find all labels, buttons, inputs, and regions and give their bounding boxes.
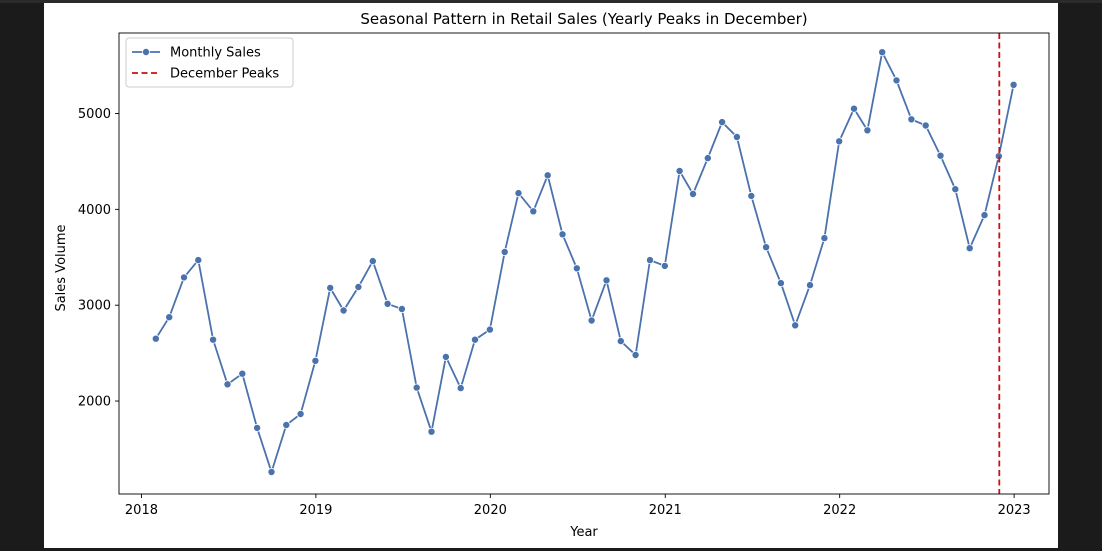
sales-point-2018-02-28	[165, 313, 174, 322]
sales-point-2020-02-29	[514, 189, 523, 198]
sales-point-2022-03-31	[878, 48, 887, 57]
sales-point-2019-11-30	[470, 335, 479, 344]
y-tick-label: 5000	[78, 107, 111, 122]
x-tick-label: 2020	[474, 503, 507, 518]
sales-point-2022-08-31	[951, 185, 960, 194]
sales-point-2018-01-31	[151, 334, 160, 343]
sales-point-2019-01-31	[326, 283, 335, 292]
sales-point-2020-07-31	[587, 316, 596, 325]
sales-point-2018-06-30	[223, 380, 232, 389]
sales-point-2019-07-31	[412, 383, 421, 392]
chart-figure: Seasonal Pattern in Retail Sales (Yearly…	[44, 3, 1058, 548]
sales-point-2019-12-31	[485, 325, 494, 334]
sales-point-2021-08-31	[776, 279, 785, 288]
sales-point-2022-07-31	[936, 151, 945, 160]
plot-area	[151, 33, 1018, 494]
legend-box	[125, 37, 294, 88]
chart-svg: Seasonal Pattern in Retail Sales (Yearly…	[54, 10, 1050, 540]
monthly-sales-line	[155, 49, 1015, 475]
chart-title: Seasonal Pattern in Retail Sales (Yearly…	[360, 10, 807, 28]
sales-point-2019-02-28	[339, 306, 348, 315]
sales-point-2019-09-30	[441, 352, 450, 361]
x-tick-label: 2019	[299, 503, 332, 518]
sales-point-2020-03-31	[529, 207, 538, 216]
y-tick-label: 3000	[78, 299, 111, 314]
x-axis-label: Year	[569, 525, 598, 540]
sales-point-2020-01-31	[500, 247, 509, 256]
x-tick-label: 2021	[649, 503, 682, 518]
sales-point-2021-03-31	[703, 154, 712, 163]
sales-point-2019-10-31	[456, 384, 465, 393]
sales-point-2018-08-31	[253, 423, 262, 432]
sales-point-2022-10-31	[980, 211, 989, 220]
sales-point-2018-07-31	[238, 369, 247, 378]
sales-point-2021-12-31	[835, 137, 844, 146]
window-top-strip	[0, 0, 1102, 3]
sales-point-2021-06-30	[747, 191, 756, 200]
sales-point-2018-03-31	[179, 273, 188, 282]
axes: 2018 2019 2020 2021 2022 2023 2000 3000 4000 5000	[78, 32, 1050, 518]
y-tick-label: 4000	[78, 203, 111, 218]
sales-point-2022-02-28	[863, 126, 872, 135]
legend: Monthly Sales December Peaks	[125, 37, 294, 88]
sales-point-2020-06-30	[572, 264, 581, 273]
sales-point-2021-09-30	[791, 321, 800, 330]
sales-point-2021-11-30	[820, 234, 829, 243]
sales-point-2022-05-31	[907, 115, 916, 124]
sales-point-2018-11-30	[296, 409, 305, 418]
sales-point-2018-04-30	[194, 256, 203, 265]
sales-point-2020-10-31	[631, 350, 640, 359]
legend-sales-marker	[142, 48, 151, 57]
sales-point-2019-08-31	[427, 427, 436, 436]
sales-point-2020-04-30	[543, 171, 552, 180]
sales-point-2021-04-30	[718, 118, 727, 127]
sales-point-2022-06-30	[921, 121, 930, 130]
sales-point-2020-12-31	[660, 261, 669, 270]
x-tick-label: 2018	[125, 503, 158, 518]
sales-point-2022-09-30	[965, 244, 974, 253]
sales-point-2019-04-30	[368, 257, 377, 266]
x-tick-label: 2023	[998, 503, 1031, 518]
sales-point-2020-09-30	[616, 337, 625, 346]
sales-point-2021-02-28	[689, 189, 698, 198]
legend-peaks-label: December Peaks	[170, 67, 279, 82]
sales-point-2019-05-31	[383, 299, 392, 308]
sales-point-2018-10-31	[282, 420, 291, 429]
sales-point-2020-08-31	[602, 276, 611, 285]
sales-point-2021-05-31	[732, 132, 741, 141]
sales-point-2020-11-30	[646, 256, 655, 265]
y-axis-label: Sales Volume	[54, 224, 69, 311]
sales-point-2019-06-30	[397, 304, 406, 313]
sales-point-2020-05-31	[558, 230, 567, 239]
sales-point-2021-01-31	[675, 166, 684, 175]
x-tick-label: 2022	[823, 503, 856, 518]
legend-sales-label: Monthly Sales	[170, 46, 261, 61]
plot-frame	[118, 32, 1050, 495]
sales-point-2022-04-30	[892, 76, 901, 85]
sales-point-2018-05-31	[209, 335, 218, 344]
sales-point-2019-03-31	[354, 282, 363, 291]
sales-point-2018-12-31	[311, 356, 320, 365]
sales-point-2021-07-31	[762, 243, 771, 252]
sales-point-2022-12-31	[1009, 80, 1018, 89]
sales-point-2022-01-31	[850, 104, 859, 113]
sales-point-2021-10-31	[806, 281, 815, 290]
y-tick-label: 2000	[78, 395, 111, 410]
sales-point-2018-09-30	[267, 467, 276, 476]
